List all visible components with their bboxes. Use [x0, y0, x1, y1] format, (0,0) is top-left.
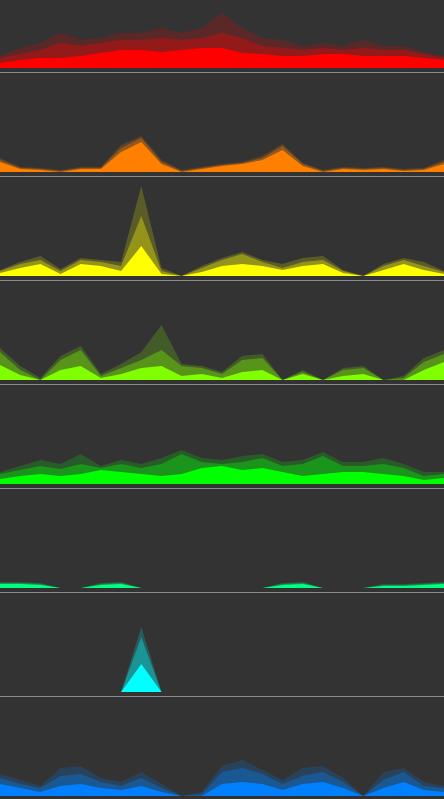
area	[0, 782, 444, 796]
area	[0, 325, 444, 380]
area	[0, 584, 444, 588]
area	[0, 350, 444, 380]
area	[0, 362, 444, 380]
area	[0, 637, 444, 692]
area	[0, 48, 444, 68]
area	[0, 142, 444, 172]
area	[0, 627, 444, 692]
area	[0, 246, 444, 276]
area	[0, 466, 444, 484]
area	[0, 664, 444, 692]
